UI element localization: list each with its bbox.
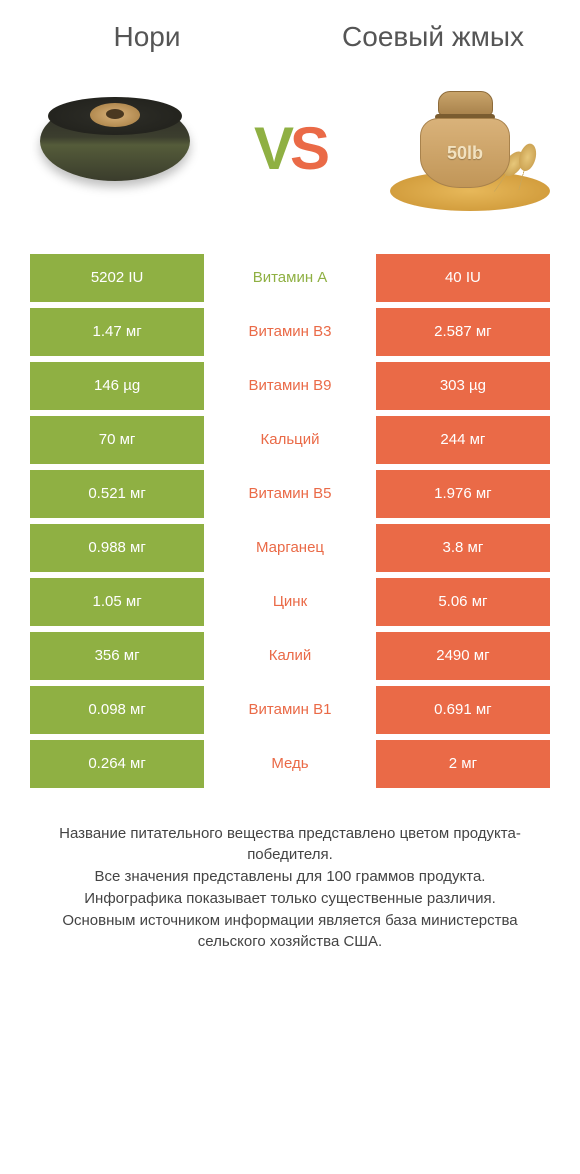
sack-label: 50lb bbox=[420, 118, 510, 188]
table-row: 0.521 мгВитамин B51.976 мг bbox=[30, 470, 550, 518]
left-value: 1.05 мг bbox=[30, 578, 204, 626]
right-value: 3.8 мг bbox=[376, 524, 550, 572]
table-row: 0.988 мгМарганец3.8 мг bbox=[30, 524, 550, 572]
right-value: 2.587 мг bbox=[376, 308, 550, 356]
left-value: 0.098 мг bbox=[30, 686, 204, 734]
table-row: 0.098 мгВитамин B10.691 мг bbox=[30, 686, 550, 734]
comparison-table: 5202 IUВитамин A40 IU 1.47 мгВитамин B32.… bbox=[30, 254, 550, 788]
right-value: 2 мг bbox=[376, 740, 550, 788]
nutrient-label: Витамин B5 bbox=[204, 470, 376, 518]
header: Нори Соевый жмых bbox=[30, 20, 550, 54]
vs-v-letter: V bbox=[254, 115, 290, 182]
nutrient-label: Марганец bbox=[204, 524, 376, 572]
footer-line: Все значения представлены для 100 граммо… bbox=[35, 866, 545, 888]
nutrient-label: Витамин B1 bbox=[204, 686, 376, 734]
left-value: 0.988 мг bbox=[30, 524, 204, 572]
vs-label: VS bbox=[254, 114, 326, 183]
right-value: 40 IU bbox=[376, 254, 550, 302]
vs-s-letter: S bbox=[290, 115, 326, 182]
left-value: 146 µg bbox=[30, 362, 204, 410]
nutrient-label: Витамин B9 bbox=[204, 362, 376, 410]
table-row: 1.05 мгЦинк5.06 мг bbox=[30, 578, 550, 626]
nutrient-label: Кальций bbox=[204, 416, 376, 464]
table-row: 0.264 мгМедь2 мг bbox=[30, 740, 550, 788]
nutrient-label: Калий bbox=[204, 632, 376, 680]
left-value: 0.264 мг bbox=[30, 740, 204, 788]
nutrient-label: Цинк bbox=[204, 578, 376, 626]
table-row: 1.47 мгВитамин B32.587 мг bbox=[30, 308, 550, 356]
footer-notes: Название питательного вещества представл… bbox=[30, 823, 550, 954]
table-row: 5202 IUВитамин A40 IU bbox=[30, 254, 550, 302]
right-value: 303 µg bbox=[376, 362, 550, 410]
table-row: 356 мгКалий2490 мг bbox=[30, 632, 550, 680]
nutrient-label: Витамин B3 bbox=[204, 308, 376, 356]
left-product-title: Нори bbox=[30, 20, 264, 54]
images-row: VS 50lb bbox=[30, 84, 550, 214]
left-value: 356 мг bbox=[30, 632, 204, 680]
footer-line: Инфографика показывает только существенн… bbox=[35, 888, 545, 910]
nutrient-label: Медь bbox=[204, 740, 376, 788]
left-value: 0.521 мг bbox=[30, 470, 204, 518]
left-product-image bbox=[30, 84, 200, 214]
left-value: 70 мг bbox=[30, 416, 204, 464]
nutrient-label: Витамин A bbox=[204, 254, 376, 302]
right-product-title: Соевый жмых bbox=[316, 20, 550, 54]
right-value: 5.06 мг bbox=[376, 578, 550, 626]
right-value: 0.691 мг bbox=[376, 686, 550, 734]
footer-line: Название питательного вещества представл… bbox=[35, 823, 545, 867]
right-product-image: 50lb bbox=[380, 84, 550, 214]
left-value: 1.47 мг bbox=[30, 308, 204, 356]
left-value: 5202 IU bbox=[30, 254, 204, 302]
right-value: 1.976 мг bbox=[376, 470, 550, 518]
footer-line: Основным источником информации является … bbox=[35, 910, 545, 954]
table-row: 146 µgВитамин B9303 µg bbox=[30, 362, 550, 410]
table-row: 70 мгКальций244 мг bbox=[30, 416, 550, 464]
right-value: 244 мг bbox=[376, 416, 550, 464]
right-value: 2490 мг bbox=[376, 632, 550, 680]
